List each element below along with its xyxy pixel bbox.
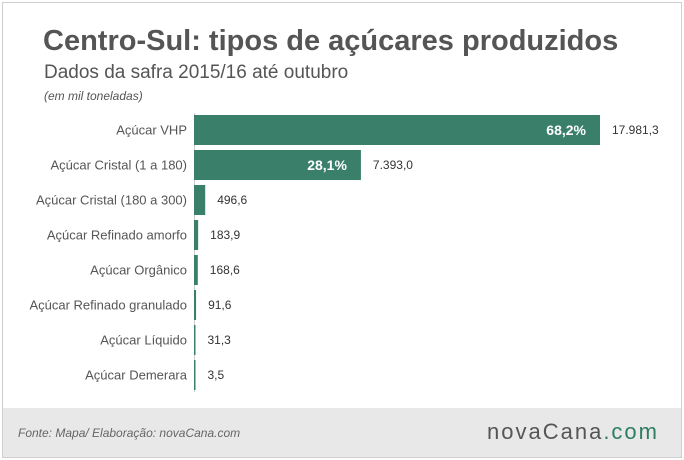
category-label: Açúcar VHP <box>116 123 187 138</box>
source-note: Fonte: Mapa/ Elaboração: novaCana.com <box>18 426 241 440</box>
share-label: 68,2% <box>546 122 586 138</box>
value-label: 3,5 <box>208 368 225 382</box>
value-label: 17.981,3 <box>612 123 659 137</box>
value-label: 91,6 <box>208 298 232 312</box>
category-label: Açúcar Demerara <box>85 368 188 383</box>
category-label: Açúcar Refinado amorfo <box>47 228 187 243</box>
value-label: 168,6 <box>210 263 240 277</box>
category-label: Açúcar Orgânico <box>90 263 187 278</box>
chart-subtitle: Dados da safra 2015/16 até outubro <box>44 62 349 83</box>
bar <box>194 255 198 285</box>
category-label: Açúcar Cristal (1 a 180) <box>50 158 187 173</box>
bar <box>194 290 197 320</box>
share-label: 28,1% <box>307 157 347 173</box>
logo-main-text: novaCana <box>487 419 604 444</box>
bar <box>194 325 196 355</box>
category-label: Açúcar Líquido <box>100 333 187 348</box>
bar <box>194 115 600 145</box>
bar <box>194 150 361 180</box>
category-label: Açúcar Cristal (180 a 300) <box>36 193 187 208</box>
value-label: 31,3 <box>208 333 232 347</box>
logo-domain-text: .com <box>603 419 659 444</box>
bar <box>194 185 206 215</box>
value-label: 496,6 <box>217 193 247 207</box>
novacana-logo: novaCana.com <box>487 419 659 445</box>
category-label: Açúcar Refinado granulado <box>29 298 187 313</box>
footer: Fonte: Mapa/ Elaboração: novaCana.com no… <box>3 408 681 457</box>
value-label: 183,9 <box>210 228 240 242</box>
bar-chart: Açúcar VHP 68,2% 17.981,3 Açúcar Cristal (1… <box>29 113 659 392</box>
bar <box>194 360 196 390</box>
chart-title: Centro-Sul: tipos de açúcares produzidos <box>43 25 619 57</box>
value-label: 7.393,0 <box>373 158 413 172</box>
unit-label: (em mil toneladas) <box>44 89 143 103</box>
bar <box>194 220 199 250</box>
